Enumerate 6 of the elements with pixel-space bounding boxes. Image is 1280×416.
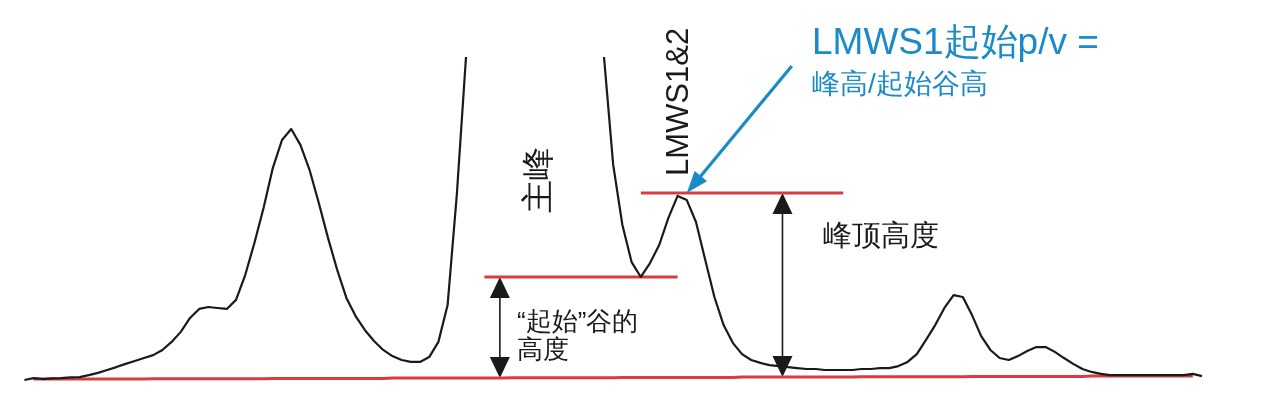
annotation: 峰高/起始谷高	[812, 68, 988, 99]
annotation: “起始”谷的高度	[517, 306, 639, 364]
annotation: LMWS1起始p/v =	[812, 21, 1099, 62]
annotation: 峰顶高度	[823, 219, 939, 251]
annotation: 主峰	[519, 147, 556, 213]
annotation: LMWS1&2	[660, 27, 695, 176]
